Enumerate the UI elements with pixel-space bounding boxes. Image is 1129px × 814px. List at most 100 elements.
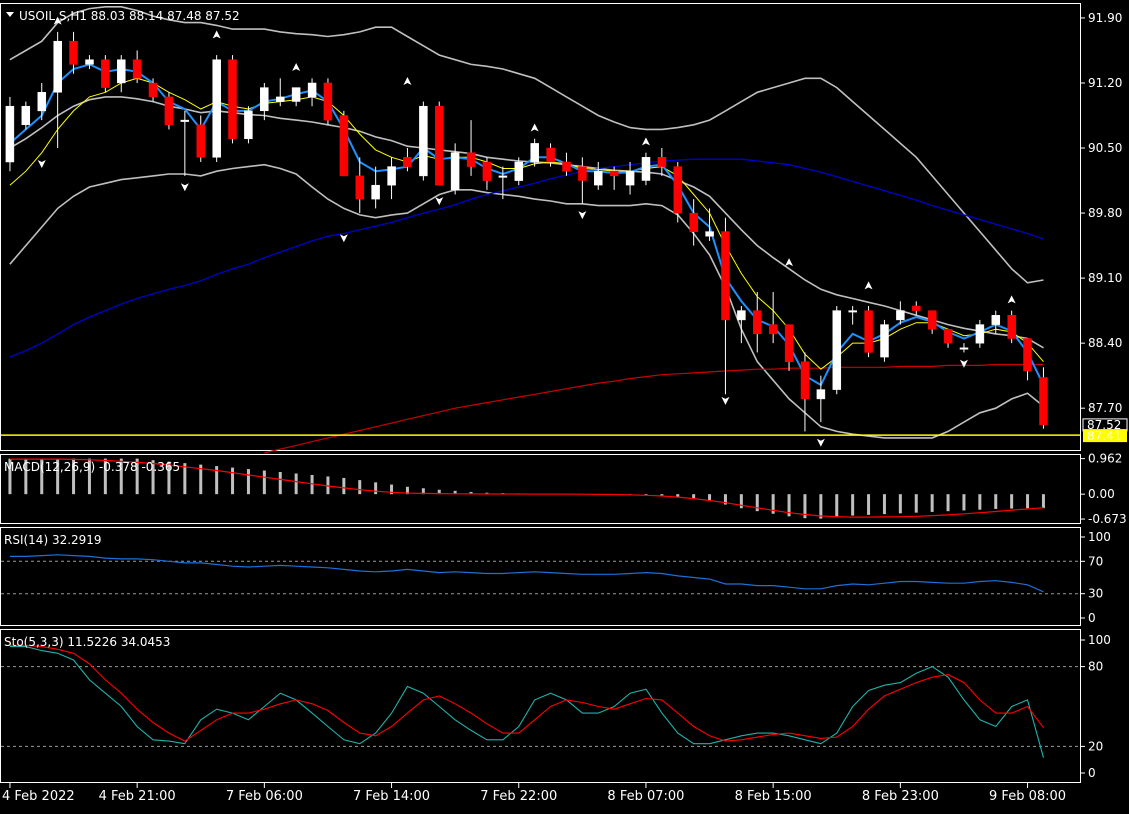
bullish-candle[interactable] xyxy=(959,347,969,350)
fractal-up-arrow-icon xyxy=(212,30,221,39)
stochastic-signal-line xyxy=(9,644,1044,742)
price-plot[interactable] xyxy=(1,6,1080,454)
bullish-candle[interactable] xyxy=(594,170,603,186)
stochastic-tick-label: 0 xyxy=(1088,766,1096,780)
rsi-panel-title: RSI(14) 32.2919 xyxy=(4,533,102,547)
bearish-candle[interactable] xyxy=(800,361,810,400)
bearish-candle[interactable] xyxy=(943,328,953,344)
fractal-down-arrow-icon xyxy=(37,159,46,168)
stochastic-tick-label: 100 xyxy=(1088,633,1111,647)
macd-signal-line xyxy=(9,458,1044,518)
bullish-candle[interactable] xyxy=(625,170,635,186)
bullish-candle[interactable] xyxy=(5,105,15,163)
price-tick-label: 91.90 xyxy=(1088,11,1122,25)
bearish-candle[interactable] xyxy=(228,59,237,139)
last-price-label: 87.52 xyxy=(1087,418,1121,432)
stochastic-panel-frame xyxy=(0,629,1081,783)
rsi-tick-label: 30 xyxy=(1088,587,1103,601)
rsi-axis: 100 70 30 0 xyxy=(1081,530,1111,625)
macd-tick-label: 0.962 xyxy=(1088,452,1122,466)
bearish-candle[interactable] xyxy=(721,231,730,321)
bullish-candle[interactable] xyxy=(276,96,285,102)
bullish-candle[interactable] xyxy=(816,389,826,400)
bearish-candle[interactable] xyxy=(101,59,110,88)
bullish-candle[interactable] xyxy=(832,310,842,390)
fractal-down-arrow-icon xyxy=(816,438,825,447)
bollinger-lower-line xyxy=(9,163,1045,439)
bearish-candle[interactable] xyxy=(1039,377,1048,426)
bullish-candle[interactable] xyxy=(450,152,460,191)
bullish-candle[interactable] xyxy=(848,310,857,313)
bullish-candle[interactable] xyxy=(21,105,31,126)
bearish-candle[interactable] xyxy=(927,310,937,330)
price-tick-label: 87.70 xyxy=(1088,401,1122,415)
bullish-candle[interactable] xyxy=(212,59,221,158)
bullish-candle[interactable] xyxy=(260,87,269,112)
bearish-candle[interactable] xyxy=(768,324,778,335)
bullish-candle[interactable] xyxy=(244,110,253,140)
time-tick-label: 7 Feb 14:00 xyxy=(353,789,430,804)
bullish-candle[interactable] xyxy=(85,59,94,65)
bearish-candle[interactable] xyxy=(196,124,206,158)
bearish-candle[interactable] xyxy=(69,40,78,65)
bearish-candle[interactable] xyxy=(673,166,683,214)
bearish-candle[interactable] xyxy=(148,82,158,98)
bearish-candle[interactable] xyxy=(546,147,555,163)
stochastic-panel-title: Sto(5,3,3) 11.5226 34.0453 xyxy=(4,635,170,649)
bullish-candle[interactable] xyxy=(371,184,380,200)
bearish-candle[interactable] xyxy=(1023,338,1032,372)
bearish-candle[interactable] xyxy=(482,161,492,181)
time-tick-label: 4 Feb 21:00 xyxy=(99,789,176,804)
bullish-candle[interactable] xyxy=(705,231,714,237)
bearish-candle[interactable] xyxy=(339,115,349,177)
triangle-down-icon[interactable] xyxy=(6,12,14,17)
bullish-candle[interactable] xyxy=(514,161,524,181)
macd-plot[interactable] xyxy=(8,458,1045,519)
fractal-down-arrow-icon xyxy=(339,234,348,243)
fractal-up-arrow-icon xyxy=(785,258,794,267)
price-panel-title: USOIL.S,H1 88.03 88.14 87.48 87.52 xyxy=(19,9,240,23)
bearish-candle[interactable] xyxy=(578,166,587,181)
stochastic-plot[interactable] xyxy=(1,644,1080,758)
fractal-down-arrow-icon xyxy=(180,183,189,192)
bearish-candle[interactable] xyxy=(609,170,619,177)
bearish-candle[interactable] xyxy=(132,59,142,79)
bearish-candle[interactable] xyxy=(912,305,921,311)
bullish-candle[interactable] xyxy=(291,87,301,102)
rsi-tick-label: 0 xyxy=(1088,611,1096,625)
bearish-candle[interactable] xyxy=(562,161,571,172)
bearish-candle[interactable] xyxy=(689,212,698,232)
bullish-candle[interactable] xyxy=(498,175,508,178)
bullish-candle[interactable] xyxy=(641,157,651,181)
bullish-candle[interactable] xyxy=(53,40,62,93)
bullish-candle[interactable] xyxy=(530,143,539,163)
bearish-candle[interactable] xyxy=(864,310,873,353)
bearish-candle[interactable] xyxy=(323,82,333,121)
fractal-down-arrow-icon xyxy=(721,396,730,405)
stochastic-axis: 100 80 20 0 xyxy=(1081,633,1111,780)
bearish-candle[interactable] xyxy=(435,105,444,186)
bullish-candle[interactable] xyxy=(737,310,746,321)
bearish-candle[interactable] xyxy=(355,175,365,200)
bullish-candle[interactable] xyxy=(37,92,47,112)
bullish-candle[interactable] xyxy=(419,105,428,177)
bearish-candle[interactable] xyxy=(1007,315,1016,339)
time-tick-label: 8 Feb 15:00 xyxy=(735,789,812,804)
bearish-candle[interactable] xyxy=(466,152,476,167)
bullish-candle[interactable] xyxy=(991,315,1001,325)
bearish-candle[interactable] xyxy=(657,157,667,167)
bullish-candle[interactable] xyxy=(880,324,889,358)
bullish-candle[interactable] xyxy=(307,82,317,98)
bearish-candle[interactable] xyxy=(164,96,174,126)
bullish-candle[interactable] xyxy=(180,119,190,122)
bearish-candle[interactable] xyxy=(784,324,794,363)
bullish-candle[interactable] xyxy=(117,59,126,84)
time-tick-label: 8 Feb 23:00 xyxy=(862,789,939,804)
bullish-candle[interactable] xyxy=(975,324,985,344)
bullish-candle[interactable] xyxy=(896,310,905,321)
bullish-candle[interactable] xyxy=(387,166,396,186)
bearish-candle[interactable] xyxy=(403,157,412,167)
rsi-plot[interactable] xyxy=(1,554,1080,595)
bearish-candle[interactable] xyxy=(753,310,762,335)
time-tick-label: 8 Feb 07:00 xyxy=(607,789,684,804)
